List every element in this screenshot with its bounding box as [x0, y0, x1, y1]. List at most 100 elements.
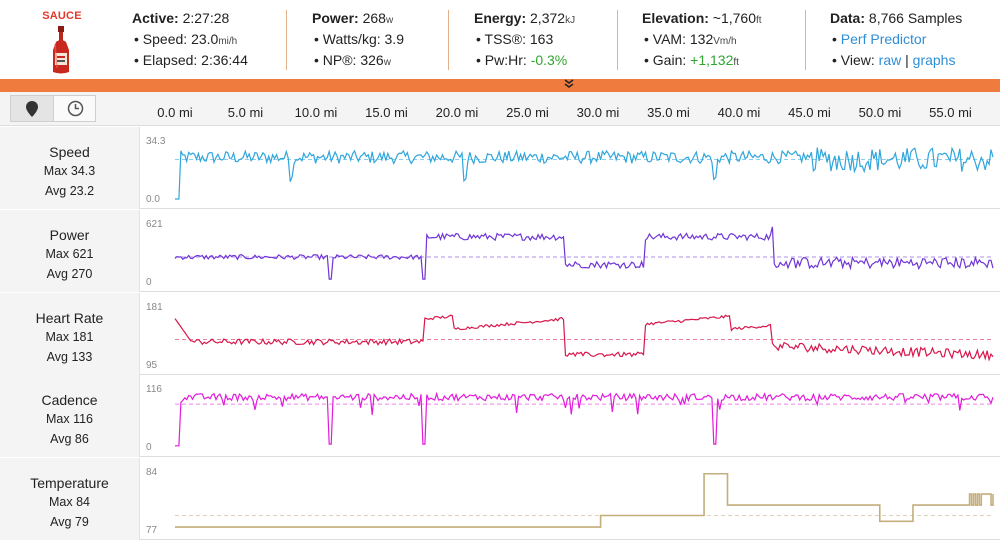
graph-plot[interactable]: 34.3 0.0: [141, 127, 1000, 209]
y-max-label: 116: [146, 384, 162, 396]
sauce-logo[interactable]: SAUCE: [22, 6, 102, 76]
vam-value: 132: [689, 31, 714, 47]
divider: [805, 10, 806, 70]
energy-unit: kJ: [565, 15, 576, 26]
divider: [448, 10, 449, 70]
y-min-label: 0.0: [146, 194, 160, 205]
graph-max: Max 84: [49, 495, 90, 510]
graph-plot[interactable]: 116 0: [141, 375, 1000, 457]
graph-name: Temperature: [30, 475, 109, 492]
elapsed-label: Elapsed:: [142, 52, 198, 68]
y-min-label: 0: [146, 276, 152, 288]
wkg-value: 3.9: [384, 31, 404, 47]
elevation-label: Elevation:: [642, 10, 709, 26]
power-value: 268: [362, 10, 386, 26]
x-tick-label: 30.0 mi: [576, 105, 620, 120]
graph-row-speed: Speed Max 34.3 Avg 23.2 34.3 0.0: [0, 127, 1000, 209]
gain-unit: ft: [733, 57, 739, 68]
graph-plot[interactable]: 181 95: [141, 293, 1000, 375]
wkg-label: Watts/kg:: [322, 31, 381, 47]
series-line: [175, 473, 994, 529]
data-stats: Data: 8,766 Samples • Perf Predictor • V…: [830, 10, 963, 68]
elapsed-value: 2:36:44: [201, 52, 248, 68]
x-tick-label: 15.0 mi: [365, 105, 408, 120]
x-tick-label: 40.0 mi: [717, 105, 761, 120]
series-line: [175, 392, 994, 447]
logo-text: SAUCE: [42, 10, 82, 22]
power-unit: w: [385, 15, 394, 26]
graph-plot[interactable]: 621 0: [141, 210, 1000, 292]
speed-label: Speed:: [142, 31, 188, 47]
graph-avg: Avg 270: [46, 266, 93, 281]
speed-value: 23.0: [191, 31, 219, 47]
graph-max: Max 181: [45, 329, 94, 344]
sauce-bottle-icon: [53, 26, 69, 74]
graph-svg: [174, 226, 994, 280]
graph-row-temp: Temperature Max 84 Avg 79 84 77: [0, 458, 1000, 541]
graph-max: Max 621: [45, 246, 94, 261]
active-label: Active:: [132, 10, 179, 26]
series-line: [175, 146, 994, 200]
elevation-stats: Elevation: ~1,760ft • VAM: 132Vm/h • Gai…: [642, 10, 762, 68]
stats-header: SAUCE Active: 2:27:28 • Speed: 23.0mi/h …: [0, 0, 1000, 79]
chevron-double-down-icon[interactable]: [562, 79, 576, 91]
graph-svg: [175, 473, 994, 529]
x-tick-label: 55.0 mi: [929, 105, 972, 120]
graph-avg: Avg 23.2: [44, 184, 95, 198]
elevation-value: ~1,760: [712, 10, 757, 26]
graph-label-panel: Speed Max 34.3 Avg 23.2: [0, 127, 140, 209]
clock-icon: [67, 100, 84, 117]
graph-svg: [174, 314, 994, 362]
view-raw-link[interactable]: raw: [878, 52, 902, 68]
y-max-label: 181: [146, 301, 163, 313]
series-line: [174, 314, 994, 362]
np-value: 326: [360, 52, 384, 68]
pwhr-value: -0.3%: [530, 52, 568, 68]
x-tick-label: 5.0 mi: [227, 105, 264, 120]
speed-unit: mi/h: [218, 36, 238, 47]
perf-predictor-link[interactable]: Perf Predictor: [840, 31, 927, 47]
time-mode-button[interactable]: [54, 96, 97, 121]
y-min-label: 95: [146, 359, 158, 371]
x-tick-label: 35.0 mi: [647, 105, 690, 120]
graph-label-panel: Temperature Max 84 Avg 79: [0, 458, 140, 541]
vam-label: VAM:: [652, 31, 686, 47]
graph-label-panel: Heart Rate Max 181 Avg 133: [0, 292, 140, 375]
graph-svg: [175, 146, 994, 200]
energy-value: 2,372: [530, 10, 566, 26]
graph-row-hr: Heart Rate Max 181 Avg 133 181 95: [0, 292, 1000, 375]
energy-label: Energy:: [474, 10, 527, 26]
tss-value: 163: [529, 31, 554, 47]
pwhr-label: Pw:Hr:: [484, 52, 527, 68]
active-value: 2:27:28: [182, 10, 230, 26]
y-max-label: 84: [146, 467, 158, 479]
axis-mode-toggle: [10, 95, 96, 122]
gain-value: +1,132: [690, 52, 734, 68]
power-stats: Power: 268w • Watts/kg: 3.9 • NP®: 326w: [312, 10, 404, 68]
x-tick-label: 50.0 mi: [858, 105, 902, 120]
view-graphs-link[interactable]: graphs: [912, 52, 956, 68]
view-label: View:: [840, 52, 875, 68]
graph-name: Speed: [49, 144, 90, 160]
power-label: Power:: [312, 10, 359, 26]
collapse-bar[interactable]: [0, 79, 1000, 92]
divider: [617, 10, 618, 70]
x-axis-row: 0.0 mi 5.0 mi 10.0 mi 15.0 mi 20.0 mi 25.0 mi…: [0, 92, 1000, 126]
x-tick-label: 20.0 mi: [435, 105, 479, 120]
graph-avg: Avg 86: [50, 432, 89, 447]
graph-label-panel: Power Max 621 Avg 270: [0, 209, 140, 292]
distance-mode-button[interactable]: [11, 96, 54, 121]
x-tick-label: 25.0 mi: [506, 105, 549, 120]
graph-name: Power: [49, 226, 90, 243]
np-unit: w: [383, 57, 391, 68]
graph-row-power: Power Max 621 Avg 270 621 0: [0, 209, 1000, 292]
graph-plot[interactable]: 84 77: [141, 458, 1000, 540]
x-tick-label: 45.0 mi: [788, 105, 831, 120]
graph-max: Max 34.3: [43, 164, 96, 178]
graph-svg: [175, 392, 994, 447]
vam-unit: Vm/h: [713, 36, 737, 47]
graph-avg: Avg 79: [50, 515, 89, 530]
view-separator: |: [905, 52, 909, 68]
graph-name: Heart Rate: [35, 309, 104, 326]
graph-avg: Avg 133: [46, 349, 93, 364]
